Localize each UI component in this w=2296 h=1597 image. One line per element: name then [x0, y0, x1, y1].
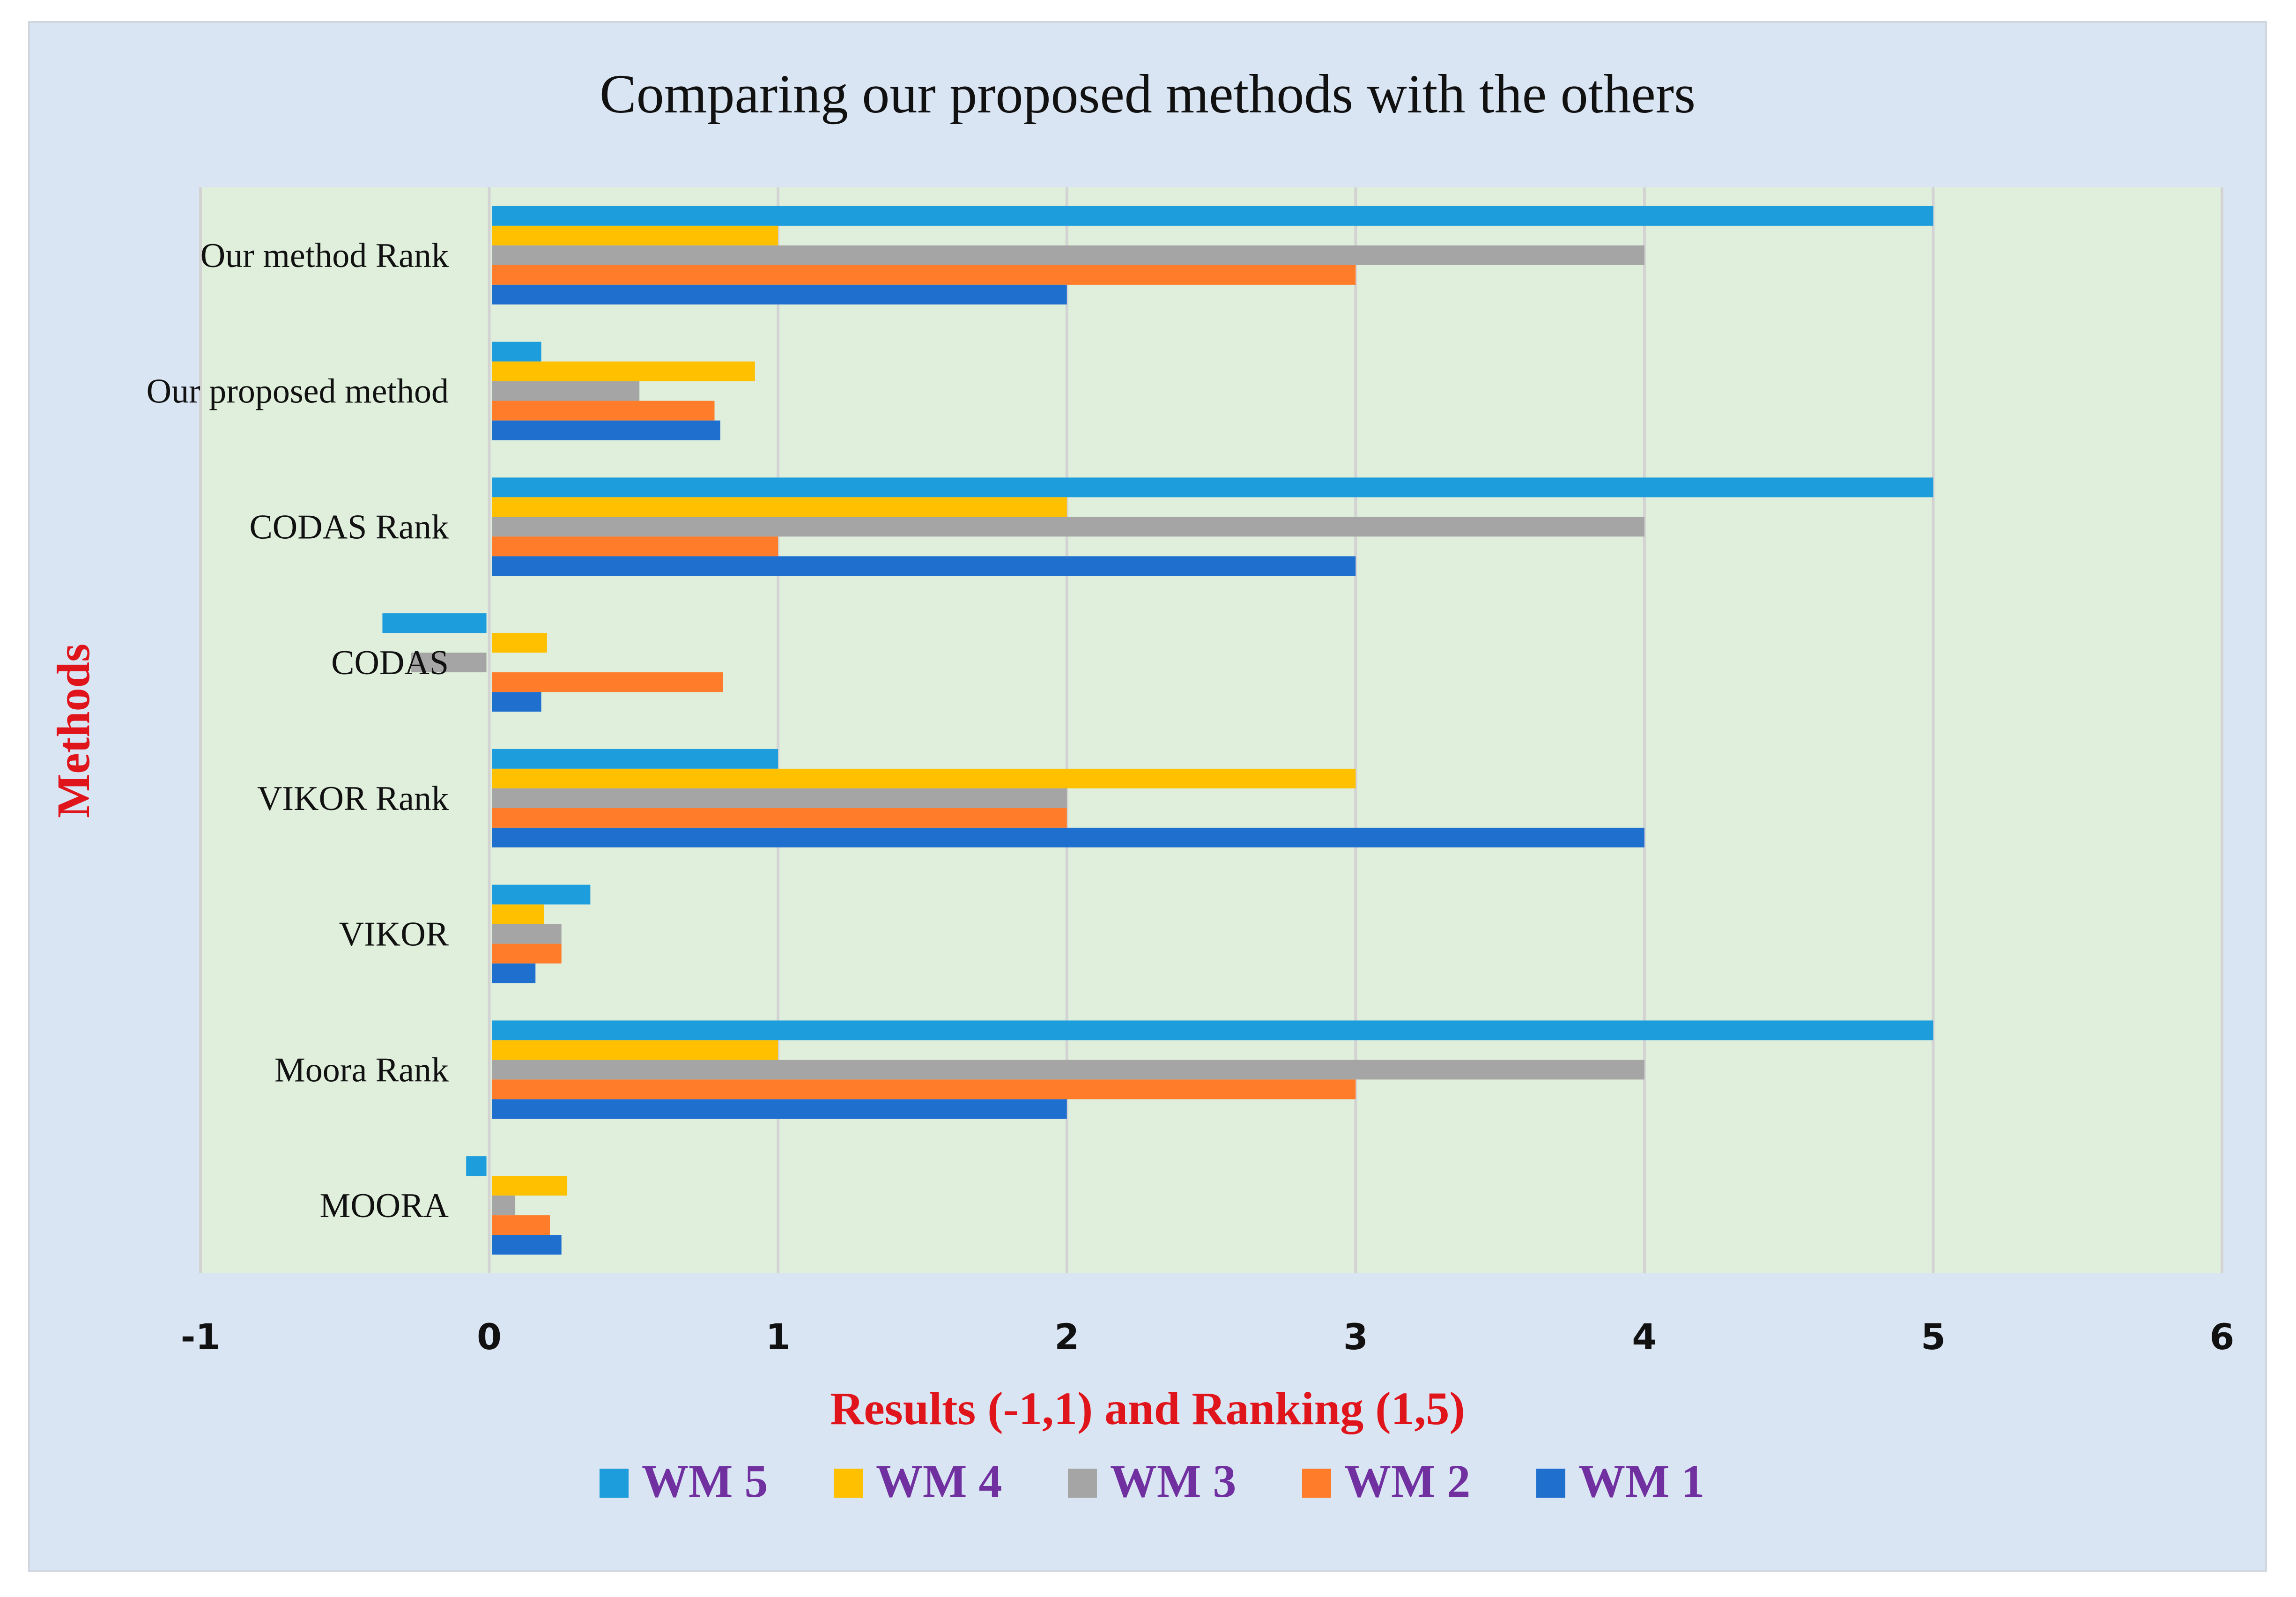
bar-wm-5 [492, 1020, 1933, 1040]
bar-wm-2 [492, 1079, 1356, 1099]
y-category-label: VIKOR [339, 915, 449, 954]
bar-wm-1 [492, 692, 541, 712]
bar-wm-3 [492, 1060, 1644, 1080]
legend-swatch [1302, 1469, 1331, 1498]
y-category-label: Our method Rank [200, 237, 449, 275]
y-category-label: CODAS Rank [249, 508, 449, 546]
bar-wm-2 [492, 808, 1067, 828]
legend-label: WM 5 [642, 1455, 768, 1507]
bar-wm-3 [411, 653, 487, 673]
bar-wm-3 [492, 517, 1644, 537]
y-category-label: VIKOR Rank [257, 780, 449, 818]
bars [382, 206, 1933, 1255]
legend-label: WM 3 [1110, 1455, 1236, 1507]
bar-wm-4 [492, 768, 1356, 788]
x-tick-label: 1 [766, 1316, 791, 1358]
bar-wm-2 [492, 943, 562, 964]
y-category-label: CODAS [331, 644, 449, 682]
bar-wm-5 [382, 613, 487, 633]
y-axis-title: Methods [47, 644, 99, 818]
bar-wm-3 [492, 381, 640, 401]
bar-wm-2 [492, 1215, 550, 1235]
bar-wm-2 [492, 265, 1356, 285]
bar-wm-2 [492, 401, 715, 421]
bar-wm-5 [492, 749, 778, 769]
bar-wm-1 [492, 420, 720, 440]
legend-label: WM 2 [1344, 1455, 1470, 1507]
category-labels: Our method Rank Our proposed method CODAS … [147, 237, 449, 1225]
bar-wm-5 [466, 1156, 487, 1176]
tick-labels: -1 0 1 2 3 4 5 6 [181, 1316, 2235, 1358]
bar-wm-4 [492, 904, 544, 924]
x-axis-title: Results (-1,1) and Ranking (1,5) [830, 1382, 1465, 1434]
x-tick-label: 0 [477, 1316, 502, 1358]
legend-swatch [1536, 1469, 1565, 1498]
legend-label: WM 4 [876, 1455, 1002, 1507]
bar-wm-4 [492, 633, 547, 653]
bar-wm-3 [492, 788, 1067, 808]
bar-wm-4 [492, 497, 1067, 517]
bar-wm-4 [492, 1040, 778, 1060]
bar-wm-4 [492, 1176, 568, 1196]
legend-swatch [834, 1469, 863, 1498]
legend-swatch [600, 1469, 629, 1498]
bar-wm-5 [492, 206, 1933, 226]
y-category-label: Our proposed method [147, 372, 449, 411]
legend-swatch [1068, 1469, 1097, 1498]
x-tick-label: -1 [181, 1316, 220, 1358]
bar-wm-4 [492, 225, 778, 245]
bar-wm-1 [492, 963, 536, 983]
x-tick-label: 5 [1921, 1316, 1946, 1358]
bar-wm-5 [492, 884, 591, 905]
x-tick-label: 2 [1054, 1316, 1079, 1358]
x-tick-label: 4 [1632, 1316, 1657, 1358]
bar-wm-3 [492, 924, 562, 944]
bar-wm-5 [492, 342, 541, 362]
bar-wm-1 [492, 1099, 1067, 1119]
y-category-label: MOORA [320, 1187, 449, 1225]
legend-label: WM 1 [1578, 1455, 1704, 1507]
bar-wm-4 [492, 361, 755, 381]
x-tick-label: 3 [1343, 1316, 1368, 1358]
bar-wm-1 [492, 556, 1356, 576]
bar-wm-2 [492, 672, 723, 692]
bar-wm-3 [492, 245, 1644, 265]
x-tick-label: 6 [2210, 1316, 2235, 1358]
legend: WM 5 WM 4 WM 3 WM 2 WM 1 [600, 1455, 1704, 1507]
bar-wm-2 [492, 536, 778, 557]
bar-wm-1 [492, 827, 1644, 847]
bar-wm-1 [492, 1235, 562, 1255]
bar-wm-1 [492, 284, 1067, 305]
bar-wm-3 [492, 1196, 516, 1216]
bar-wm-5 [492, 477, 1933, 498]
y-category-label: Moora Rank [274, 1051, 449, 1089]
chart-title: Comparing our proposed methods with the … [600, 63, 1696, 125]
